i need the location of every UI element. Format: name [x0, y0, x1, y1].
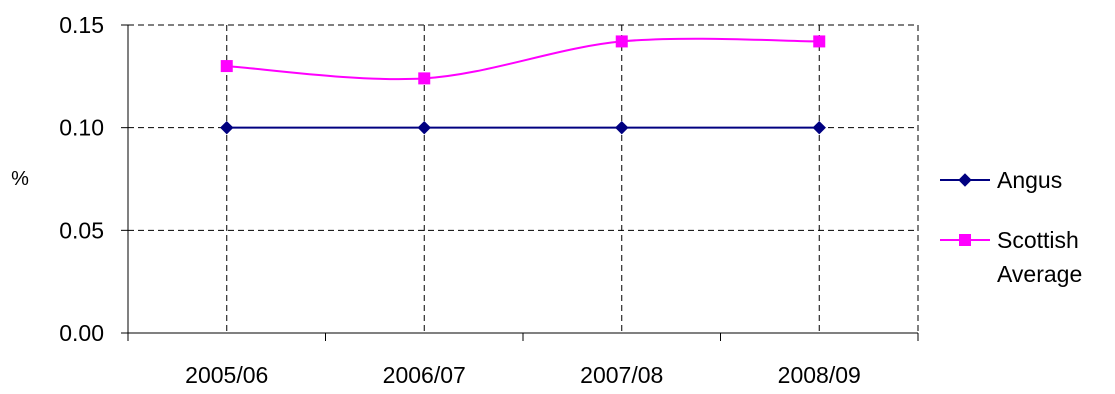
data-point: [812, 120, 826, 135]
series-scottish-average: [220, 35, 826, 85]
data-point: [220, 60, 233, 73]
legend: Angus Scottish Average: [940, 167, 1082, 287]
y-tick-labels: 0.00 0.05 0.10 0.15: [59, 12, 104, 346]
x-tick-label: 2005/06: [185, 362, 268, 388]
y-tick-label: 0.05: [59, 217, 104, 243]
legend-marker: [958, 173, 972, 187]
legend-marker: [959, 234, 971, 246]
data-point: [615, 120, 629, 135]
data-point: [615, 35, 628, 48]
x-tick-labels: 2005/06 2006/07 2007/08 2008/09: [185, 362, 861, 388]
grid-lines: [128, 24, 919, 333]
x-tick-label: 2008/09: [778, 362, 861, 388]
y-tick-label: 0.15: [59, 12, 104, 38]
y-axis-label: %: [11, 168, 29, 190]
legend-label: Angus: [997, 167, 1062, 193]
legend-entry: Scottish Average: [940, 227, 1082, 287]
axes: [121, 24, 919, 341]
data-point: [417, 120, 431, 135]
data-point: [418, 72, 431, 85]
x-tick-label: 2007/08: [580, 362, 663, 388]
x-tick-label: 2006/07: [383, 362, 466, 388]
legend-entry: Angus: [940, 167, 1062, 193]
series-angus: [220, 120, 826, 135]
legend-label: Average: [997, 261, 1082, 287]
legend-label: Scottish: [997, 227, 1079, 253]
y-tick-label: 0.00: [59, 320, 104, 346]
data-point: [220, 120, 234, 135]
series: [220, 35, 826, 135]
series-line: [226, 37, 820, 81]
data-point: [813, 35, 826, 48]
y-tick-label: 0.10: [59, 115, 104, 141]
